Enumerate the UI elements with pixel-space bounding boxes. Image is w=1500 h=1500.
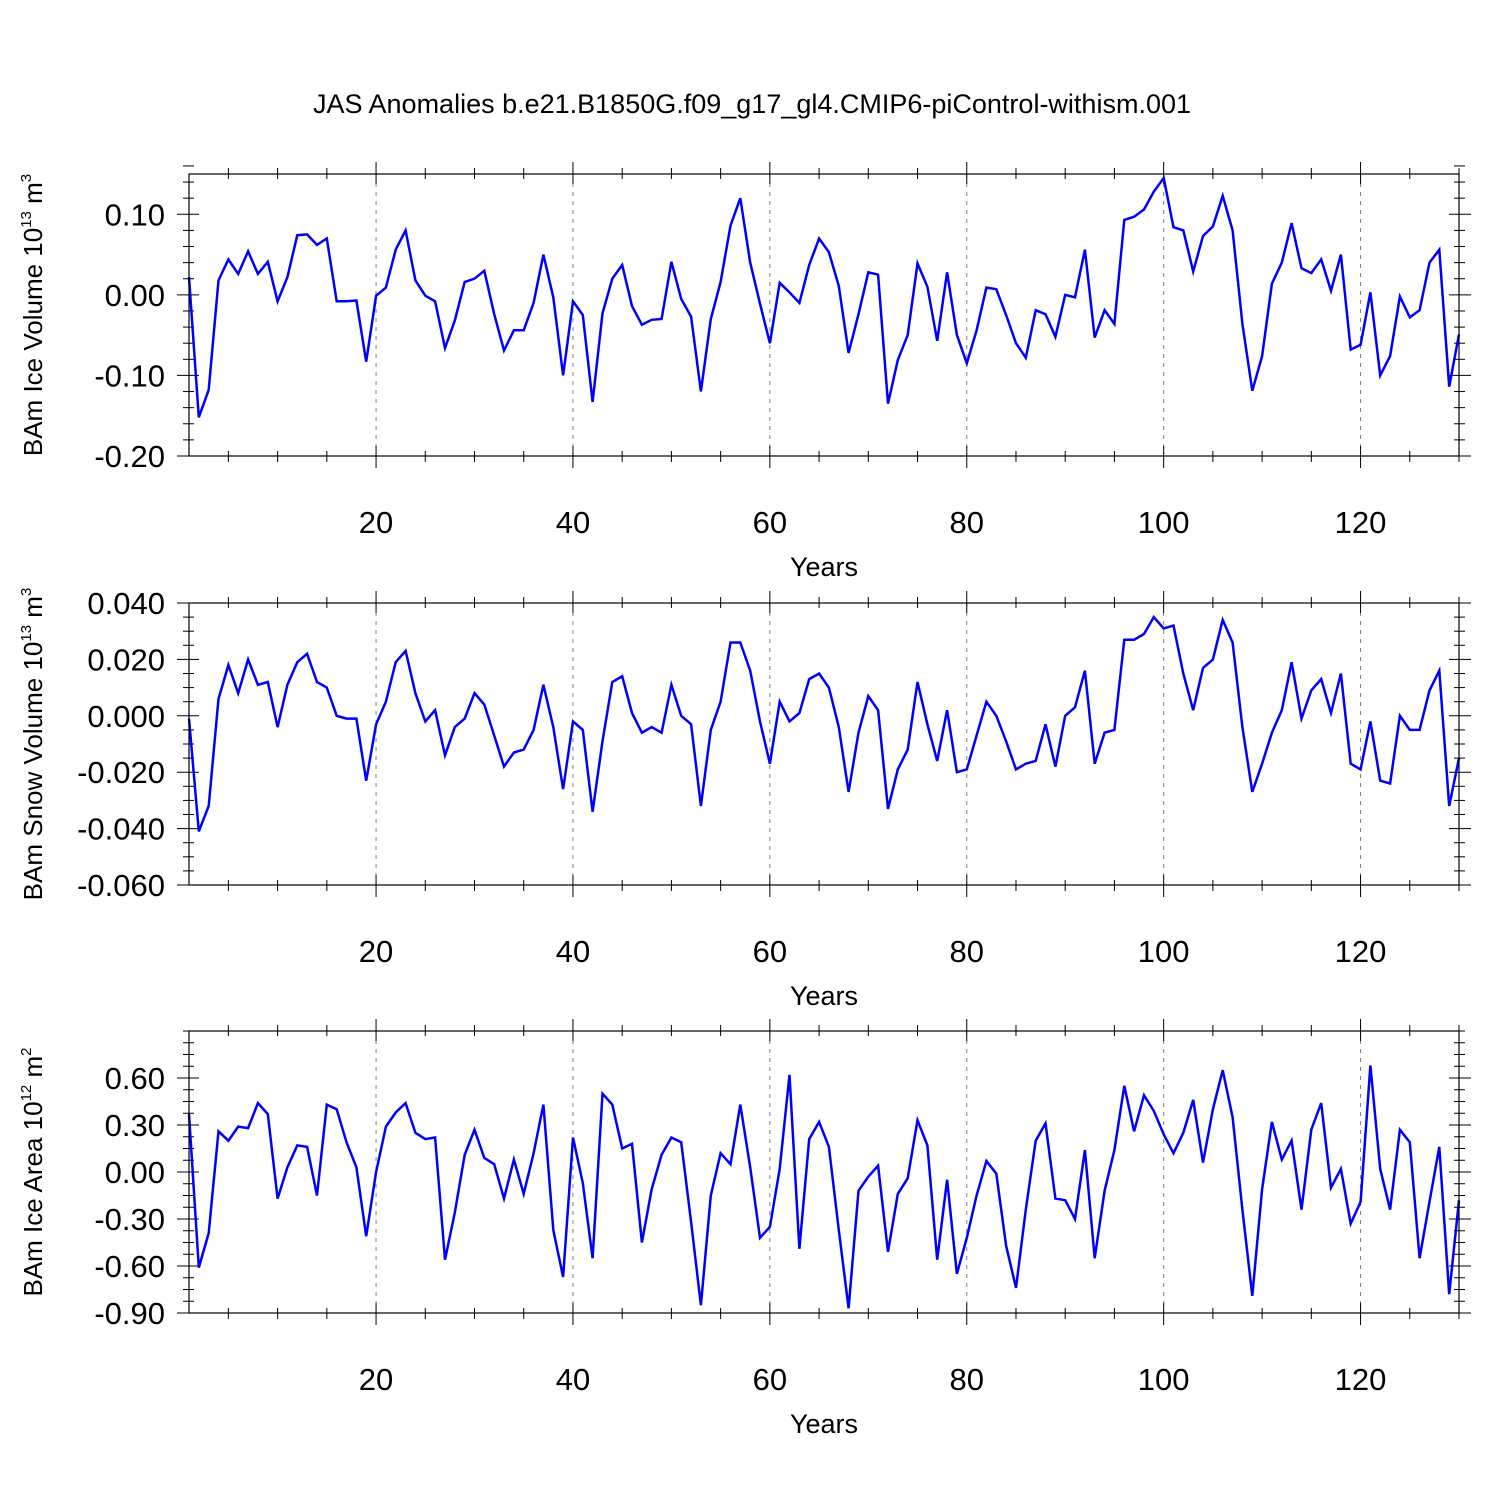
y-tick-label: 0.040 xyxy=(87,586,165,621)
x-tick-label: 20 xyxy=(359,934,393,969)
x-tick-label: 80 xyxy=(950,505,984,540)
panel-snow-volume: 20 40 60 80 100 120 -0.060 -0.040 -0.020 0.000 0.0… xyxy=(18,586,1471,1011)
series-line-ice-volume xyxy=(187,174,1461,418)
y-tick-label: -0.060 xyxy=(77,868,165,903)
x-tick-label: 40 xyxy=(556,505,590,540)
y-axis-title: BAm Ice Volume 1013 m3 xyxy=(18,174,48,456)
y-axis-title-unit-exponent: 3 xyxy=(18,174,35,182)
panel-ice-area: 20 40 60 80 100 120 -0.90 -0.60 -0.30 0.00 0.30 0.6… xyxy=(18,1019,1471,1439)
y-tick-label: 0.00 xyxy=(105,278,165,313)
y-tick-label: -0.90 xyxy=(94,1296,165,1331)
y-axis-title-unit: m xyxy=(18,596,48,625)
y-axis-title-prefix: BAm Ice Area 10 xyxy=(18,1101,48,1296)
y-tick-label: -0.040 xyxy=(77,812,165,847)
y-tick-label: 0.10 xyxy=(105,197,165,232)
y-axis-title-unit-exponent: 2 xyxy=(18,1047,35,1055)
plot-frame xyxy=(188,602,1460,886)
y-axis-title: BAm Snow Volume 1013 m3 xyxy=(18,588,48,901)
y-axis-title-unit-exponent: 3 xyxy=(18,588,35,596)
y-axis-title-prefix: BAm Ice Volume 10 xyxy=(18,228,48,456)
x-tick-label: 20 xyxy=(359,505,393,540)
x-tick-label: 60 xyxy=(753,934,787,969)
y-axis-title: BAm Ice Area 1012 m2 xyxy=(18,1047,48,1296)
x-tick-label: 120 xyxy=(1335,934,1387,969)
y-tick-label: -0.60 xyxy=(94,1249,165,1284)
x-tick-label: 80 xyxy=(950,1362,984,1397)
y-axis-title-unit: m xyxy=(18,182,48,211)
y-tick-label: 0.020 xyxy=(87,642,165,677)
series-line-snow-volume xyxy=(187,614,1461,832)
y-axis-title-unit: m xyxy=(18,1056,48,1085)
x-tick-label: 100 xyxy=(1138,934,1190,969)
y-axis-title-prefix: BAm Snow Volume 10 xyxy=(18,642,48,901)
x-axis-title: Years xyxy=(790,1409,858,1439)
panel-ice-volume: 20 40 60 80 100 120 -0.20 -0.10 0.00 0.10 Years BAm… xyxy=(18,162,1471,582)
y-tick-label: 0.00 xyxy=(105,1155,165,1190)
chart-title: JAS Anomalies b.e21.B1850G.f09_g17_gl4.C… xyxy=(313,89,1191,119)
series-line-ice-area xyxy=(187,1065,1461,1309)
x-tick-label: 40 xyxy=(556,934,590,969)
y-tick-label: 0.30 xyxy=(105,1108,165,1143)
x-axis-title: Years xyxy=(790,981,858,1011)
plot-frame xyxy=(188,1030,1460,1314)
x-tick-label: 80 xyxy=(950,934,984,969)
y-tick-label: 0.60 xyxy=(105,1061,165,1096)
plot-frame xyxy=(188,173,1460,457)
y-tick-label: 0.000 xyxy=(87,699,165,734)
y-tick-label: -0.30 xyxy=(94,1202,165,1237)
y-axis-title-exponent: 12 xyxy=(18,1085,35,1102)
x-tick-label: 60 xyxy=(753,505,787,540)
x-tick-label: 60 xyxy=(753,1362,787,1397)
x-tick-label: 100 xyxy=(1138,505,1190,540)
y-tick-label: -0.020 xyxy=(77,755,165,790)
y-tick-label: -0.10 xyxy=(94,358,165,393)
x-tick-label: 120 xyxy=(1335,1362,1387,1397)
x-axis-title: Years xyxy=(790,552,858,582)
x-tick-label: 100 xyxy=(1138,1362,1190,1397)
x-tick-label: 40 xyxy=(556,1362,590,1397)
x-tick-label: 120 xyxy=(1335,505,1387,540)
y-axis-title-exponent: 13 xyxy=(18,211,35,228)
x-tick-label: 20 xyxy=(359,1362,393,1397)
y-tick-label: -0.20 xyxy=(94,439,165,474)
y-axis-title-exponent: 13 xyxy=(18,625,35,642)
